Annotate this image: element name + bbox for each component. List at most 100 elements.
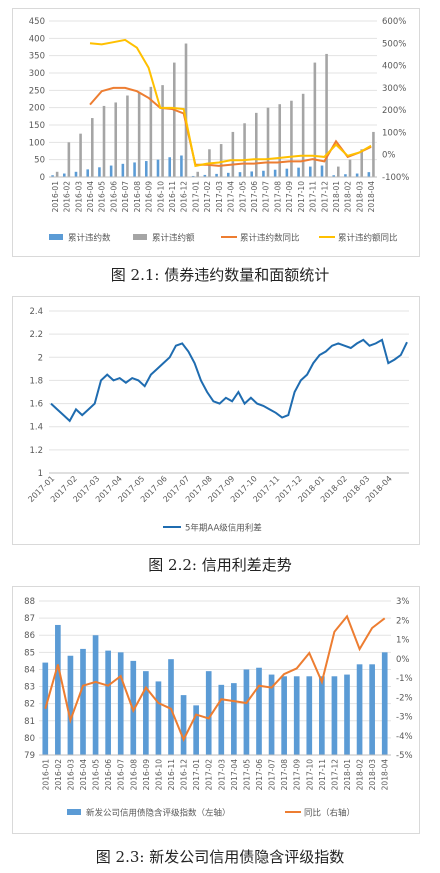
y-tick-left: 0 bbox=[40, 173, 45, 183]
y-tick: 2.2 bbox=[29, 330, 43, 340]
x-tick: 2016-03 bbox=[66, 759, 75, 791]
bar bbox=[98, 167, 101, 177]
bar bbox=[306, 676, 313, 755]
y-tick: 1.4 bbox=[29, 423, 43, 433]
x-tick: 2016-12 bbox=[180, 181, 189, 213]
y-tick-left: 50 bbox=[34, 156, 45, 166]
legend-label: 累计违约额同比 bbox=[338, 233, 398, 244]
bar bbox=[372, 131, 375, 177]
bar bbox=[290, 100, 293, 177]
y-tick-left: 350 bbox=[29, 52, 45, 62]
bar bbox=[149, 86, 153, 177]
bar bbox=[355, 173, 359, 177]
bar bbox=[161, 85, 164, 177]
bar bbox=[266, 107, 270, 177]
chart-credit-spread: 11.21.41.61.822.22.42017-012017-022017-0… bbox=[26, 307, 409, 534]
bar bbox=[325, 53, 328, 177]
bar bbox=[215, 173, 218, 177]
x-tick: 2018-01 bbox=[332, 181, 341, 213]
caption-figure-2-2: 图 2.2: 信用利差走势 bbox=[148, 556, 292, 574]
x-tick: 2017-01 bbox=[191, 181, 200, 213]
x-tick: 2017-09 bbox=[285, 181, 294, 213]
x-tick: 2016-02 bbox=[54, 759, 63, 791]
bar bbox=[173, 62, 176, 177]
chart-panel-credit-spread: 1 1.2 1.4 1.6 1.8 2 2.2 2.4 2017-01 2017-02 2017-0… bbox=[12, 296, 420, 545]
y-tick-right: 200% bbox=[382, 106, 406, 116]
x-tick: 2016-11 bbox=[168, 181, 177, 213]
x-tick: 2016-06 bbox=[109, 181, 118, 213]
chart-default-stats: 0 50 100 150 200 250 300 350 400 450 -100% 0% 100% 20… bbox=[29, 17, 410, 244]
y-tick-left: 200 bbox=[29, 104, 45, 114]
bar bbox=[191, 175, 195, 177]
x-tick: 2016-07 bbox=[121, 181, 130, 213]
bar bbox=[79, 133, 82, 177]
x-tick: 2017-05 bbox=[238, 181, 247, 213]
x-tick: 2017-12 bbox=[330, 759, 339, 791]
y-tick-left: 85 bbox=[24, 648, 35, 658]
x-tick: 2016-10 bbox=[154, 759, 163, 791]
y-tick-left: 81 bbox=[24, 717, 35, 727]
bar bbox=[273, 169, 277, 177]
y-tick: 2.4 bbox=[29, 307, 43, 317]
series-line bbox=[44, 614, 386, 743]
y-tick-right: 600% bbox=[382, 17, 406, 27]
y-tick-left: 88 bbox=[24, 597, 35, 607]
legend-label: 累计违约数同比 bbox=[240, 233, 300, 244]
legend-label: 累计违约数 bbox=[68, 233, 111, 244]
x-tick: 2016-07 bbox=[117, 759, 126, 791]
bar bbox=[155, 681, 162, 755]
legend-label: 累计违约额 bbox=[152, 233, 195, 244]
x-tick: 2016-04 bbox=[86, 181, 95, 213]
legend-swatch bbox=[67, 809, 81, 815]
x-tick: 2017-03 bbox=[215, 181, 224, 213]
y-tick-right: 400% bbox=[382, 62, 406, 72]
series-line bbox=[89, 38, 372, 168]
bar bbox=[55, 624, 61, 755]
bar bbox=[67, 142, 71, 177]
bar bbox=[278, 104, 282, 177]
bar bbox=[126, 95, 129, 177]
bar bbox=[360, 149, 364, 177]
bar bbox=[218, 684, 225, 755]
bar bbox=[156, 159, 160, 177]
series-line bbox=[89, 86, 372, 167]
x-tick: 2016-05 bbox=[98, 181, 107, 213]
bar bbox=[184, 43, 188, 178]
x-tick: 2016-02 bbox=[63, 181, 72, 213]
bar bbox=[137, 92, 141, 177]
x-tick: 2016-01 bbox=[41, 759, 50, 791]
y-tick-left: 82 bbox=[24, 700, 35, 710]
x-tick: 2017-11 bbox=[309, 181, 318, 213]
x-tick: 2016-06 bbox=[104, 759, 113, 791]
bar bbox=[320, 165, 324, 177]
bar bbox=[203, 174, 207, 177]
chart-panel-default-stats: 0 50 100 150 200 250 300 350 400 450 -100% 0% 100% 20… bbox=[12, 8, 420, 257]
x-tick: 2017-02 bbox=[203, 181, 212, 213]
x-tick: 2016-08 bbox=[129, 759, 138, 791]
bar bbox=[133, 162, 136, 177]
y-tick-right: -4% bbox=[396, 732, 413, 742]
x-tick: 2016-09 bbox=[142, 759, 151, 791]
bar bbox=[62, 173, 66, 177]
bar bbox=[226, 172, 230, 177]
x-tick: 2016-12 bbox=[180, 759, 189, 791]
y-tick-left: 84 bbox=[24, 665, 35, 675]
bar bbox=[219, 144, 223, 177]
y-tick-right: 2% bbox=[396, 616, 410, 626]
x-tick: 2017-09 bbox=[293, 759, 302, 791]
y-tick: 2 bbox=[38, 353, 43, 363]
bar bbox=[281, 676, 287, 755]
legend-swatch bbox=[49, 234, 63, 240]
x-tick: 2018-03 bbox=[355, 181, 364, 213]
bar bbox=[42, 662, 49, 755]
x-tick: 2016-11 bbox=[167, 759, 176, 791]
bar bbox=[180, 155, 183, 177]
bar bbox=[243, 669, 250, 755]
bar bbox=[168, 659, 174, 755]
bar bbox=[231, 131, 235, 177]
y-tick-right: -3% bbox=[396, 713, 413, 723]
legend-swatch bbox=[133, 234, 147, 240]
bar bbox=[243, 123, 246, 177]
x-tick: 2018-01 bbox=[343, 759, 352, 791]
x-tick: 2018-03 bbox=[368, 759, 377, 791]
